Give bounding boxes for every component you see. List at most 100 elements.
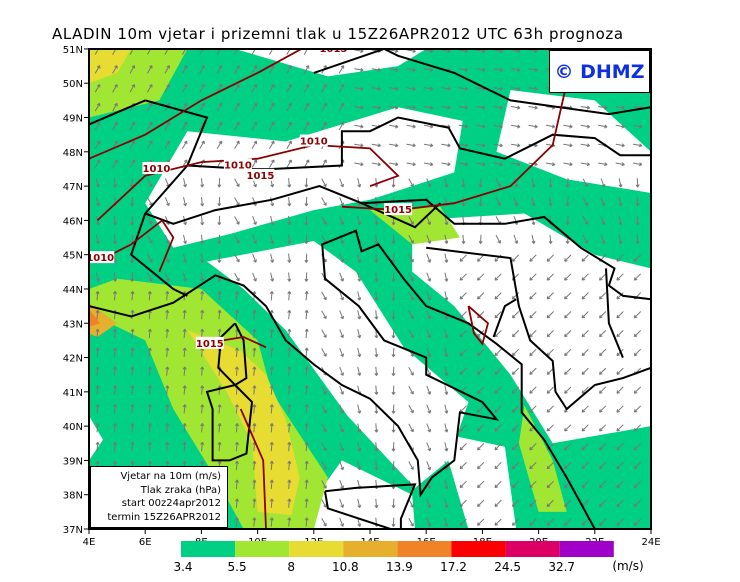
wind-arrow	[546, 254, 554, 262]
wind-arrow	[389, 124, 399, 129]
lat-tick-label: 38N	[63, 491, 83, 502]
wind-arrow	[444, 498, 449, 509]
colorbar-label: 13.9	[386, 560, 413, 574]
lat-tick-label: 39N	[63, 456, 83, 467]
wind-arrow	[444, 253, 449, 263]
wind-arrow	[426, 385, 432, 395]
wind-arrow	[94, 121, 101, 131]
wind-arrow	[252, 234, 257, 244]
wind-arrow	[304, 404, 309, 414]
wind-arrow	[406, 162, 416, 167]
wind-arrow	[461, 178, 466, 188]
wind-arrow	[494, 386, 502, 394]
isobar-label: 1015	[384, 205, 412, 216]
wind-arrow	[304, 272, 309, 282]
wind-arrow	[95, 234, 100, 244]
wind-arrow	[494, 424, 502, 432]
wind-arrow	[182, 423, 187, 433]
wind-arrow	[130, 385, 135, 395]
wind-arrow	[235, 404, 239, 414]
wind-arrow	[146, 65, 153, 74]
wind-arrow	[564, 292, 572, 300]
wind-arrow	[183, 234, 187, 244]
wind-arrow	[287, 366, 292, 376]
wind-arrow	[251, 65, 258, 74]
wind-arrow	[304, 234, 309, 244]
wind-arrow	[494, 480, 502, 489]
wind-arrow	[426, 310, 432, 320]
wind-arrow	[303, 84, 310, 93]
wind-arrow	[633, 405, 642, 413]
wind-arrow	[252, 253, 257, 263]
wind-arrow	[563, 143, 573, 148]
wind-arrow	[600, 178, 606, 188]
wind-arrow	[321, 216, 327, 225]
wind-arrow	[511, 254, 520, 262]
wind-arrow	[391, 517, 396, 527]
wind-arrow	[494, 405, 502, 413]
wind-arrow	[599, 292, 607, 300]
wind-band-10-13	[89, 302, 118, 337]
wind-arrow	[287, 328, 292, 339]
wind-arrow	[130, 347, 135, 357]
colorbar-label: 8	[287, 560, 295, 574]
lon-tick-label: 24E	[641, 537, 660, 548]
wind-arrow	[616, 386, 624, 394]
wind-arrow	[164, 84, 170, 93]
wind-arrow	[354, 124, 364, 129]
wind-arrow	[147, 216, 153, 225]
wind-arrow	[546, 480, 554, 489]
coastline-border	[492, 298, 517, 338]
wind-arrow	[234, 65, 240, 74]
wind-arrow	[391, 404, 396, 414]
wind-arrow	[477, 480, 485, 489]
wind-arrow	[477, 424, 485, 432]
wind-arrow	[252, 498, 257, 508]
wind-arrow	[546, 311, 554, 319]
wind-arrow	[130, 272, 135, 282]
wind-arrow	[287, 309, 292, 320]
wind-arrow	[616, 292, 624, 300]
wind-arrow	[94, 65, 101, 74]
wind-arrow	[423, 124, 434, 129]
isobar-label-bg	[319, 49, 348, 54]
wind-arrow	[444, 423, 449, 433]
coastline-border	[313, 49, 651, 116]
wind-arrow	[357, 461, 362, 471]
wind-arrow	[354, 162, 364, 167]
wind-arrow	[599, 499, 607, 507]
wind-arrow	[147, 272, 153, 282]
wind-arrow	[477, 405, 485, 413]
wind-arrow	[511, 462, 520, 470]
wind-arrow	[113, 347, 117, 357]
wind-arrow	[183, 253, 187, 263]
wind-arrow	[183, 178, 187, 188]
wind-arrow	[216, 84, 223, 93]
wind-arrow	[581, 311, 589, 319]
wind-arrow	[234, 140, 240, 150]
wind-arrow	[235, 366, 239, 376]
wind-arrow	[165, 404, 170, 414]
wind-arrow	[564, 330, 572, 338]
wind-arrow	[459, 367, 467, 375]
wind-arrow	[615, 162, 625, 167]
wind-arrow	[165, 291, 170, 301]
wind-arrow	[391, 178, 396, 188]
wind-arrow	[164, 121, 170, 131]
wind-arrow	[252, 366, 257, 376]
isobar-label-bg	[89, 251, 115, 264]
wind-arrow	[635, 196, 640, 207]
lon-tick-label: 6E	[139, 537, 152, 548]
wind-arrow	[130, 291, 135, 301]
wind-arrow	[146, 84, 153, 93]
wind-arrow	[269, 479, 274, 489]
wind-arrow	[354, 67, 364, 72]
wind-arrow	[423, 143, 434, 148]
wind-arrow	[494, 443, 502, 451]
wind-arrow	[545, 124, 556, 129]
coastline-border	[144, 99, 209, 215]
wind-arrow	[633, 162, 643, 167]
wind-arrow	[546, 330, 554, 338]
isobar-label: 1010	[300, 137, 328, 148]
